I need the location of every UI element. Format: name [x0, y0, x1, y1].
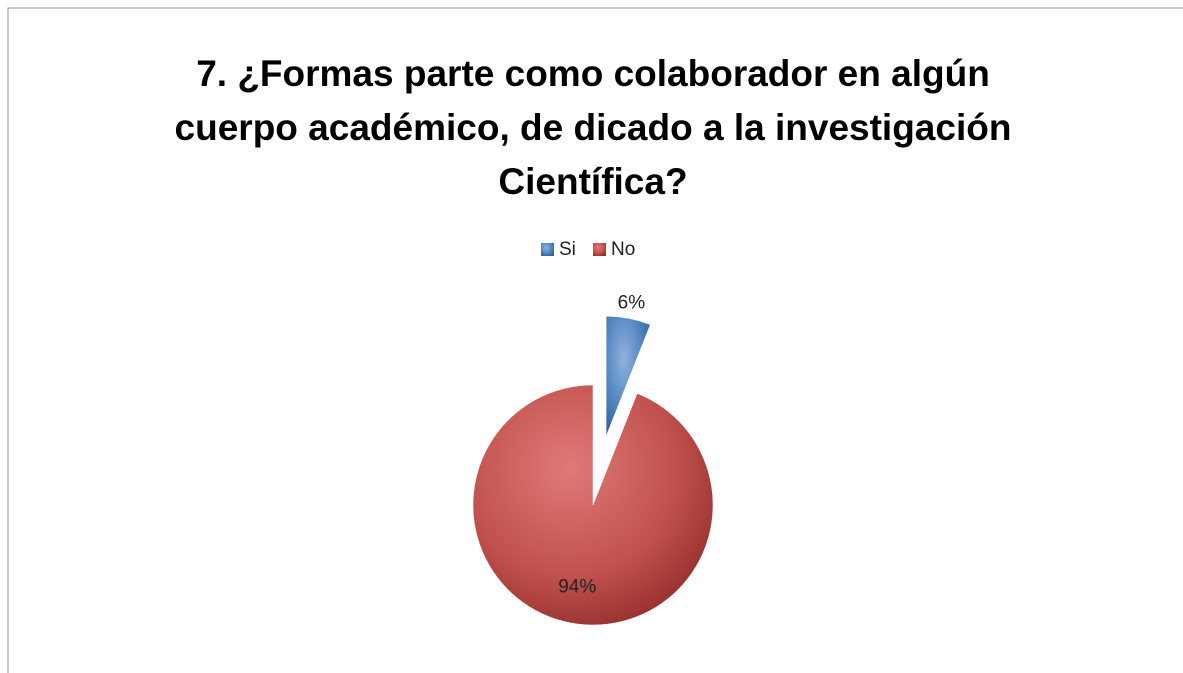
chart-title: cuerpo académico, de dicado a la investi…	[175, 107, 1012, 148]
pie-slice	[472, 384, 714, 626]
chart-title: 7. ¿Formas parte como colaborador en alg…	[196, 53, 990, 94]
frame	[7, 7, 1183, 673]
chart-title: Científica?	[498, 161, 687, 202]
data-label: 6%	[618, 293, 646, 314]
legend-label: No	[611, 239, 635, 260]
pie-slice	[605, 315, 651, 437]
legend-swatch	[593, 243, 606, 256]
legend-swatch	[541, 243, 554, 256]
legend-label: Si	[559, 239, 576, 260]
data-label: 94%	[558, 577, 596, 598]
